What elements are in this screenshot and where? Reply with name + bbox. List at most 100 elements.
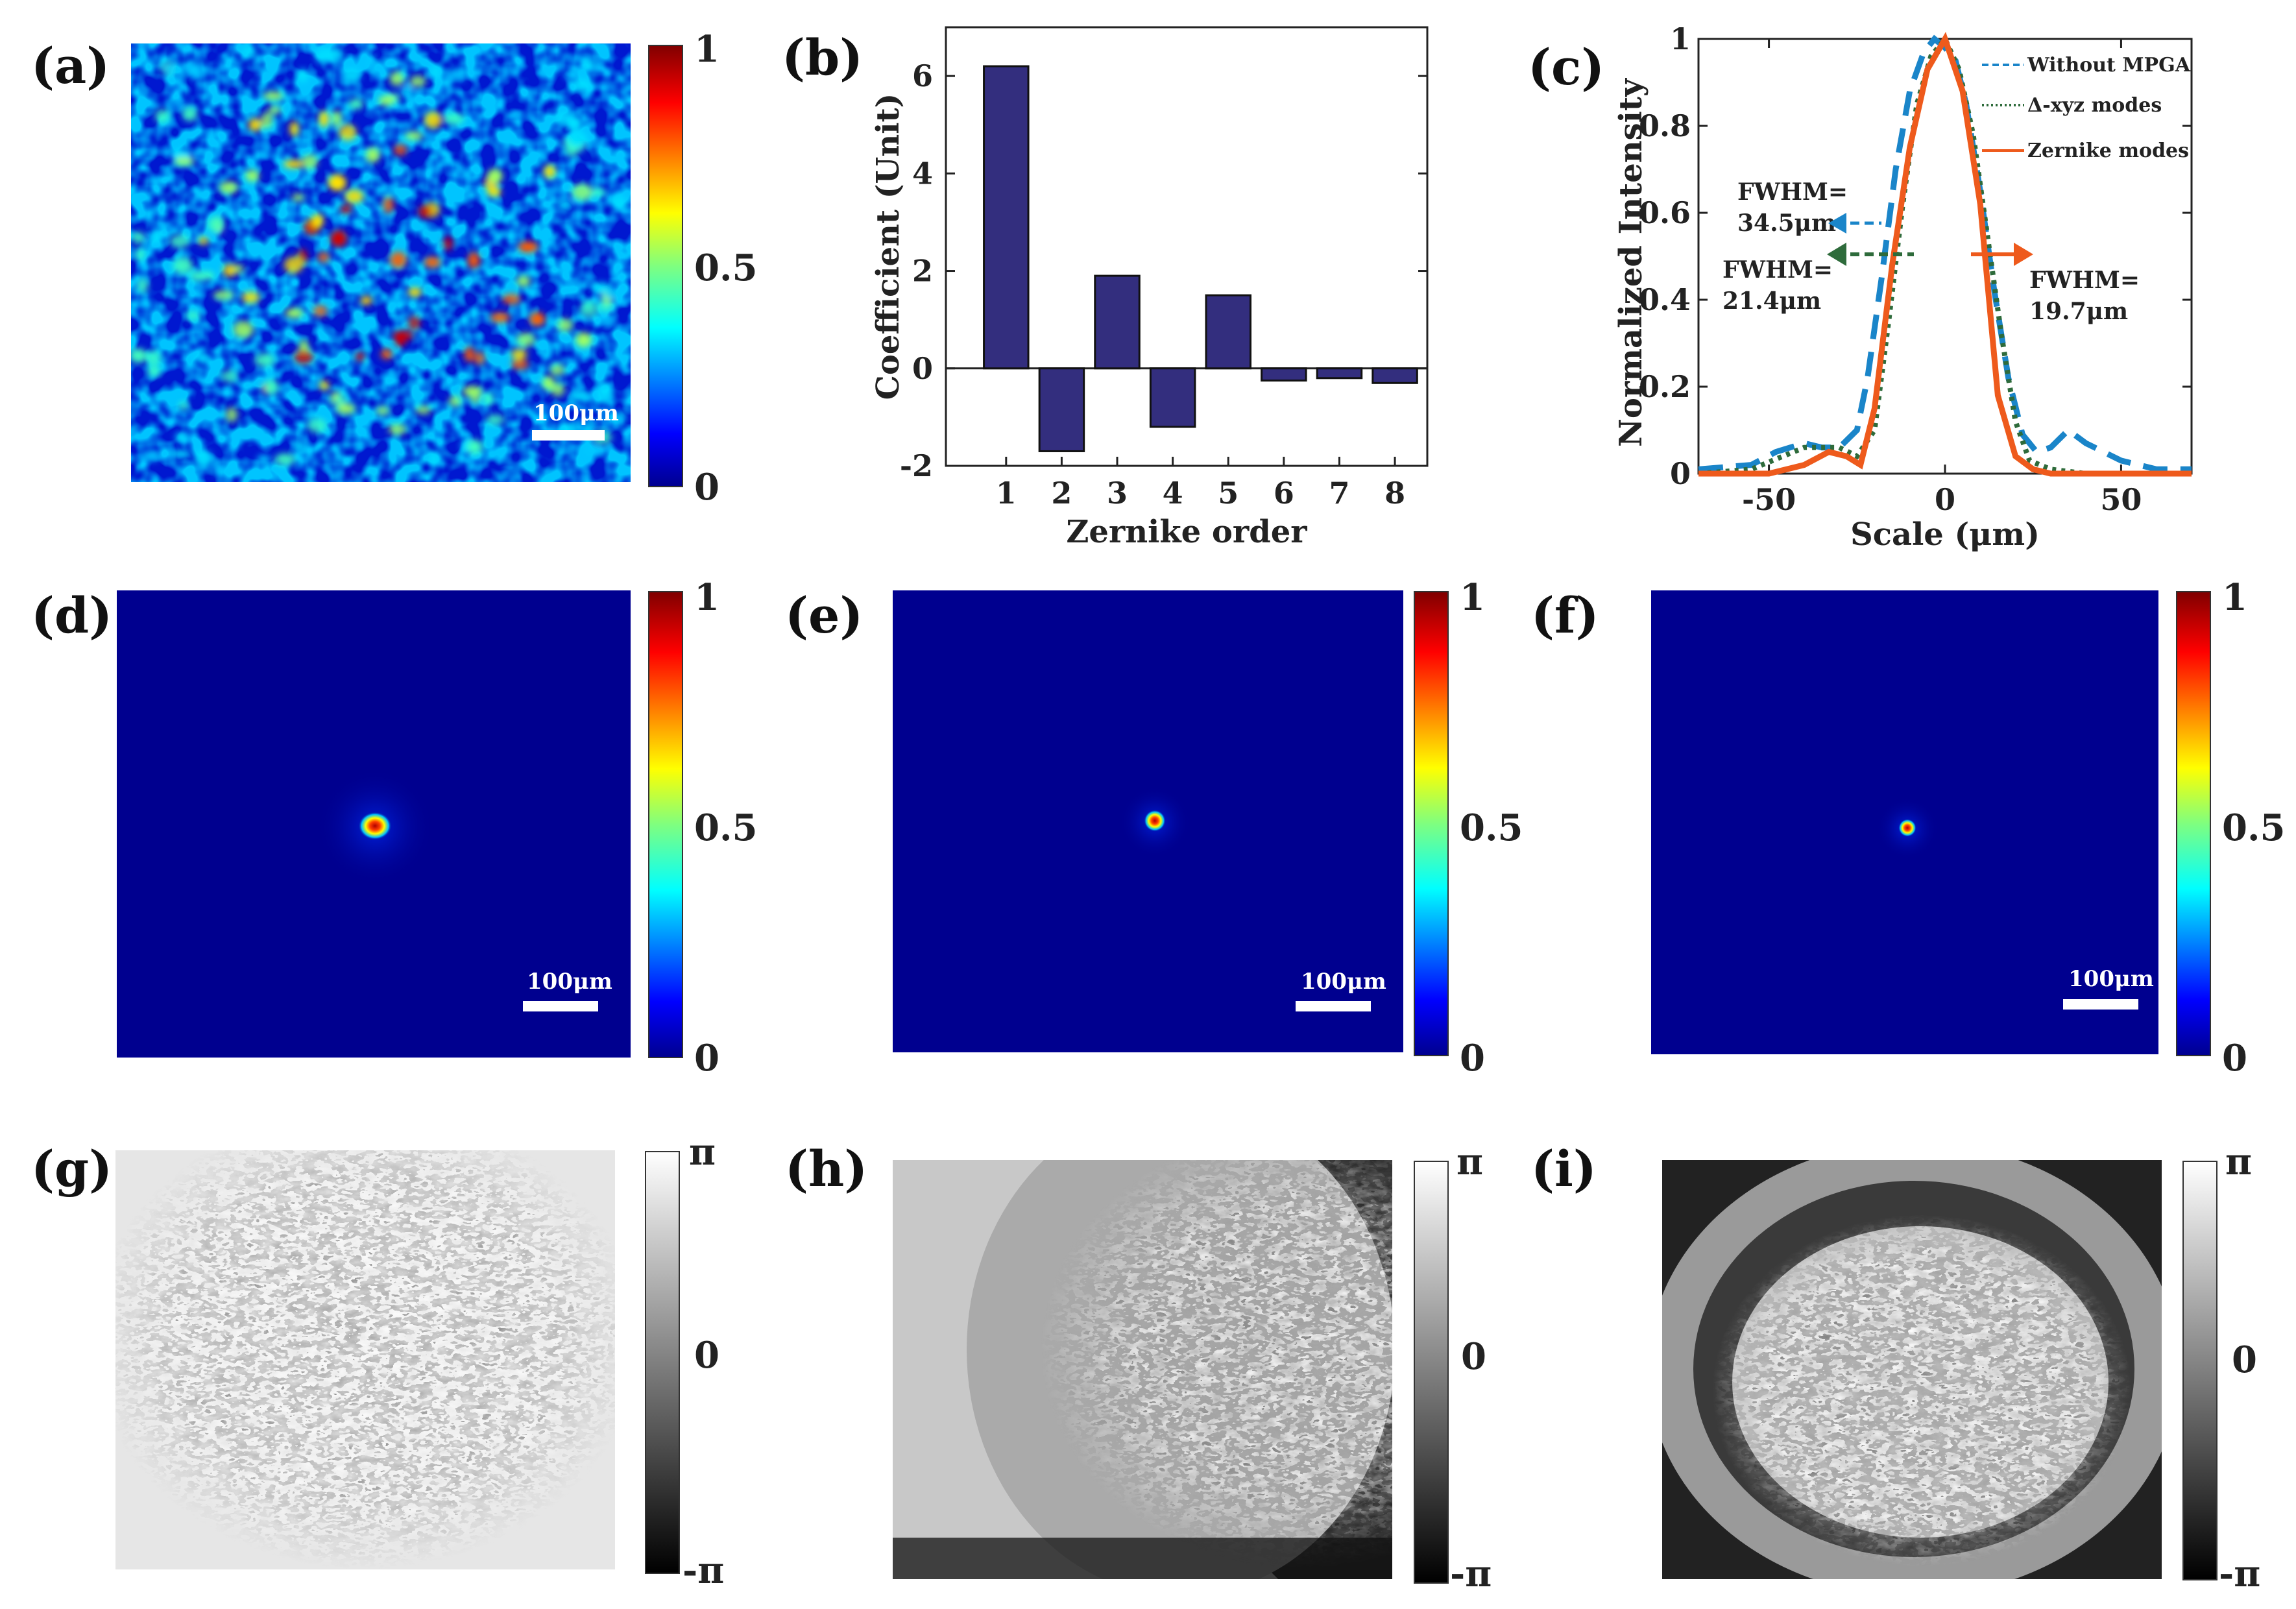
colorbar-d: 1 0.5 0 bbox=[648, 576, 757, 1080]
speckle-spot bbox=[171, 98, 183, 107]
speckle-spot bbox=[199, 237, 208, 245]
speckle-spot bbox=[604, 289, 620, 300]
focus-image-e bbox=[893, 590, 1403, 1052]
speckle-spot bbox=[565, 144, 579, 157]
x-tick-label: 3 bbox=[1107, 476, 1128, 511]
speckle-spot bbox=[393, 144, 407, 156]
speckle-spot bbox=[408, 287, 422, 297]
speckle-spot bbox=[366, 147, 380, 163]
speckle-spot bbox=[163, 64, 178, 73]
colorbar-e-tick-mid: 0.5 bbox=[1460, 806, 1523, 849]
speckle-spot bbox=[268, 106, 281, 114]
speckle-spot bbox=[474, 352, 485, 365]
speckle-spot bbox=[551, 383, 565, 397]
panel-label-f: (f) bbox=[1531, 587, 1599, 644]
colorbar-f: 1 0.5 0 bbox=[2176, 576, 2285, 1080]
speckle-spot bbox=[529, 312, 545, 326]
speckle-spot bbox=[339, 124, 357, 141]
colorbar-e: 1 0.5 0 bbox=[1414, 576, 1523, 1080]
speckle-spot bbox=[169, 234, 190, 248]
speckle-spot bbox=[400, 85, 415, 95]
speckle-spot bbox=[147, 350, 161, 367]
speckle-spot bbox=[503, 463, 518, 472]
bar-1 bbox=[983, 65, 1030, 370]
speckle-spot bbox=[557, 319, 573, 332]
speckle-spot bbox=[557, 199, 572, 212]
speckle-spot bbox=[263, 91, 284, 100]
bar-4 bbox=[1149, 367, 1196, 428]
speckle-spot bbox=[213, 290, 234, 300]
speckle-spot bbox=[464, 346, 474, 362]
speckle-spot bbox=[598, 302, 612, 312]
speckle-spot bbox=[195, 353, 210, 363]
speckle-spot bbox=[405, 132, 423, 140]
fwhm-label-2: FWHM= bbox=[1722, 256, 1833, 284]
speckle-spot bbox=[173, 258, 193, 274]
speckle-spot bbox=[555, 112, 572, 122]
bar-5 bbox=[1205, 294, 1251, 370]
speckle-spot bbox=[470, 391, 480, 404]
speckle-spot bbox=[570, 390, 589, 402]
scale-bar-a bbox=[532, 430, 605, 441]
colorbar-a-tick-mid: 0.5 bbox=[694, 247, 757, 289]
speckle-spot bbox=[241, 291, 260, 304]
y-tick-label: 0.4 bbox=[1639, 282, 1691, 317]
speckle-spot bbox=[283, 160, 304, 168]
speckle-spot bbox=[390, 252, 407, 269]
speckle-spot bbox=[293, 350, 313, 365]
speckle-spot bbox=[516, 332, 535, 347]
speckle-image-a bbox=[131, 43, 631, 482]
speckle-spot bbox=[567, 131, 588, 147]
focus-image-d bbox=[117, 590, 631, 1058]
speckle-spot bbox=[448, 396, 461, 407]
speckle-spot bbox=[175, 432, 186, 442]
y-tick-label: 0.8 bbox=[1639, 108, 1691, 143]
y-tick-label: 0 bbox=[1670, 456, 1691, 491]
speckle-spot bbox=[355, 352, 365, 361]
speckle-spot bbox=[264, 380, 279, 395]
scale-bar-d bbox=[523, 1001, 598, 1011]
speckle-spot bbox=[389, 71, 404, 86]
speckle-spot bbox=[248, 118, 262, 131]
speckle-spot bbox=[361, 296, 372, 305]
y-tick-label: 0.6 bbox=[1639, 195, 1691, 230]
fwhm-label-1: FWHM= bbox=[1737, 178, 1848, 206]
speckle-spot bbox=[348, 98, 363, 110]
fwhm-arrowhead-dashed bbox=[1828, 213, 1846, 234]
speckle-spot bbox=[233, 321, 254, 338]
series-zernike-modes bbox=[1698, 32, 2192, 477]
colorbar-a-tick-min: 0 bbox=[694, 466, 719, 509]
panel-label-a: (a) bbox=[31, 37, 110, 95]
speckle-spot bbox=[490, 312, 510, 323]
speckle-spot bbox=[294, 441, 306, 452]
speckle-spot bbox=[393, 330, 413, 341]
bar-8 bbox=[1372, 367, 1418, 384]
legend-label-0: Without MPGA bbox=[2027, 54, 2191, 77]
panel-label-i: (i) bbox=[1531, 1140, 1597, 1198]
speckle-spot bbox=[487, 169, 503, 184]
scale-bar-label-e: 100μm bbox=[1301, 969, 1386, 995]
speckle-spot bbox=[137, 278, 149, 293]
speckle-spot bbox=[409, 75, 426, 88]
speckle-spot bbox=[611, 196, 627, 210]
speckle-spot bbox=[214, 463, 225, 476]
y-tick-label: 1 bbox=[1670, 21, 1691, 56]
panel-label-b: (b) bbox=[782, 29, 863, 86]
phase-map-g bbox=[115, 1150, 615, 1569]
speckle-spot bbox=[564, 121, 583, 130]
legend-label-1: Δ-xyz modes bbox=[2027, 94, 2162, 117]
colorbar-f-tick-min: 0 bbox=[2222, 1037, 2247, 1080]
colorbar-h-tick-min: -π bbox=[1450, 1553, 1492, 1595]
speckle-spot bbox=[484, 393, 493, 405]
speckle-spot bbox=[315, 47, 333, 64]
speckle-spot bbox=[615, 411, 626, 424]
speckle-spot bbox=[429, 452, 439, 466]
speckle-spot bbox=[194, 450, 213, 467]
speckle-spot bbox=[416, 406, 431, 415]
speckle-spot bbox=[424, 112, 442, 128]
speckle-spot bbox=[173, 149, 193, 160]
scale-bar-label-d: 100μm bbox=[527, 969, 612, 995]
speckle-spot bbox=[219, 181, 238, 194]
speckle-spot bbox=[580, 301, 598, 317]
